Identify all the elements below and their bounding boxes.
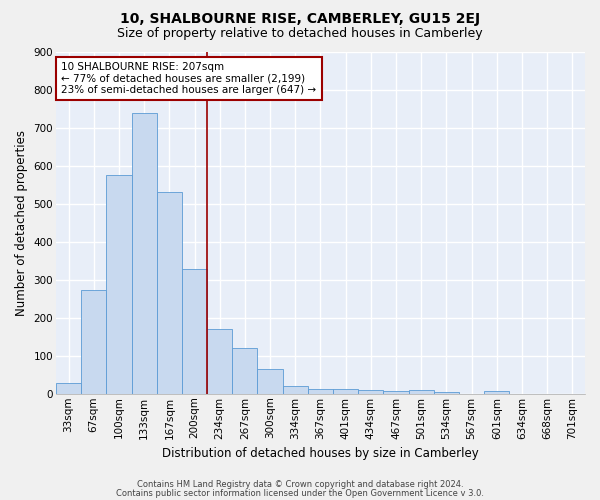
Bar <box>106 175 131 394</box>
Text: Contains public sector information licensed under the Open Government Licence v : Contains public sector information licen… <box>116 488 484 498</box>
Text: Contains HM Land Registry data © Crown copyright and database right 2024.: Contains HM Land Registry data © Crown c… <box>137 480 463 489</box>
Bar <box>232 348 257 394</box>
Bar <box>157 192 182 394</box>
Bar <box>207 329 232 394</box>
X-axis label: Distribution of detached houses by size in Camberley: Distribution of detached houses by size … <box>162 447 479 460</box>
Text: 10, SHALBOURNE RISE, CAMBERLEY, GU15 2EJ: 10, SHALBOURNE RISE, CAMBERLEY, GU15 2EJ <box>120 12 480 26</box>
Bar <box>358 390 383 394</box>
Bar <box>56 384 81 394</box>
Bar <box>182 269 207 394</box>
Bar <box>434 392 459 394</box>
Bar <box>484 391 509 394</box>
Text: Size of property relative to detached houses in Camberley: Size of property relative to detached ho… <box>117 28 483 40</box>
Text: 10 SHALBOURNE RISE: 207sqm
← 77% of detached houses are smaller (2,199)
23% of s: 10 SHALBOURNE RISE: 207sqm ← 77% of deta… <box>61 62 316 95</box>
Y-axis label: Number of detached properties: Number of detached properties <box>15 130 28 316</box>
Bar <box>409 390 434 394</box>
Bar <box>81 290 106 394</box>
Bar <box>333 389 358 394</box>
Bar <box>257 369 283 394</box>
Bar <box>383 390 409 394</box>
Bar <box>308 389 333 394</box>
Bar <box>131 114 157 394</box>
Bar <box>283 386 308 394</box>
